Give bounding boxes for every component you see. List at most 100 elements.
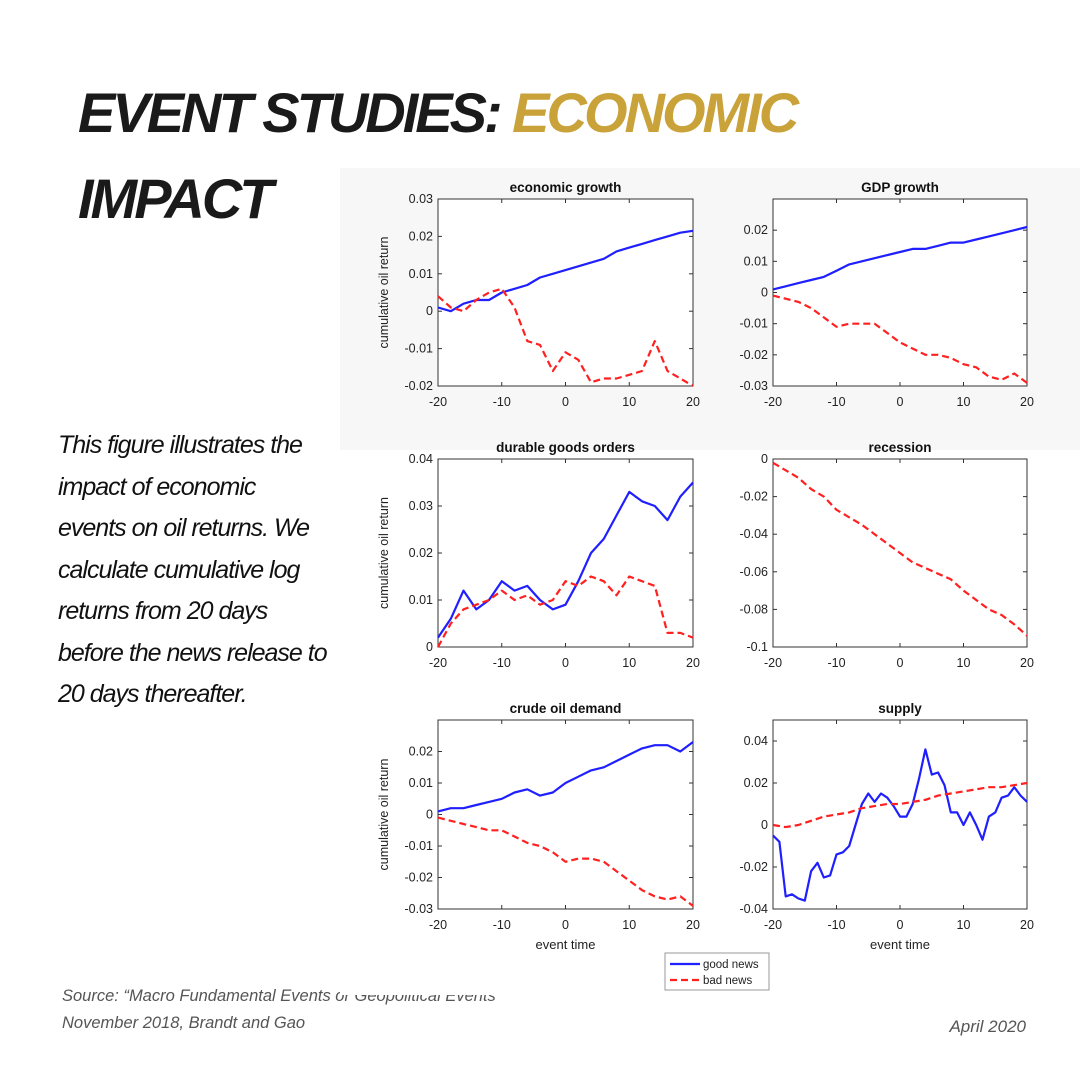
y-tick-label: -0.02	[405, 379, 434, 393]
x-tick-label: 20	[1020, 395, 1034, 409]
good-news-line	[772, 748, 1028, 902]
x-tick-label: -20	[429, 395, 447, 409]
y-tick-label: -0.02	[740, 348, 769, 362]
figure-description: This figure illustrates the impact of ec…	[58, 431, 328, 708]
y-tick-label: 0.02	[744, 776, 768, 790]
x-tick-label: -10	[827, 395, 845, 409]
y-tick-label: -0.08	[740, 602, 769, 616]
chart-title: crude oil demand	[510, 701, 622, 716]
bad-news-line	[437, 575, 694, 648]
bad-news-line	[772, 461, 1028, 637]
y-tick-label: 0.01	[744, 254, 768, 268]
y-tick-label: 0.02	[409, 546, 433, 560]
y-tick-label: 0	[426, 640, 433, 654]
y-tick-label: 0.02	[409, 229, 433, 243]
y-tick-label: -0.03	[740, 379, 769, 393]
y-tick-label: -0.03	[405, 902, 434, 916]
chart-title: durable goods orders	[496, 440, 635, 455]
chart-title: economic growth	[510, 180, 622, 195]
y-tick-label: -0.1	[746, 640, 768, 654]
x-tick-label: -20	[429, 656, 447, 670]
plot-area	[437, 198, 694, 387]
y-tick-label: 0	[426, 304, 433, 318]
y-tick-label: -0.02	[405, 871, 434, 885]
x-tick-label: -10	[493, 918, 511, 932]
x-tick-label: 20	[1020, 918, 1034, 932]
chart-panel: durable goods orders -20 -10 0 10 20 0 0.01 0.02…	[377, 440, 700, 670]
y-tick-label: 0.03	[409, 192, 433, 206]
y-tick-label: -0.01	[740, 317, 769, 331]
legend-bad-label: bad news	[703, 975, 752, 987]
chart-panel: recession -20 -10 0 10 20 -0.1 -0.08 -0.06 -0.04 -…	[740, 440, 1034, 670]
x-tick-label: 0	[562, 656, 569, 670]
y-tick-label: 0.02	[409, 745, 433, 759]
chart-panel: supply -20 -10 0 10 20 -0.04 -0.02 0 0.02 0.04 even…	[740, 701, 1034, 952]
x-tick-label: -20	[429, 918, 447, 932]
x-tick-label: -20	[764, 918, 782, 932]
source-line-2: November 2018, Brandt and Gao	[62, 1014, 306, 1032]
x-tick-label: 10	[957, 395, 971, 409]
y-tick-label: 0.02	[744, 223, 768, 237]
x-tick-label: 0	[897, 395, 904, 409]
x-tick-label: 10	[957, 656, 971, 670]
x-tick-label: -10	[827, 918, 845, 932]
x-tick-label: 10	[622, 656, 636, 670]
y-tick-label: -0.06	[740, 565, 769, 579]
chart-panel: GDP growth -20 -10 0 10 20 -0.03 -0.02 -0.01 0 0.0…	[740, 180, 1034, 409]
y-tick-label: 0.01	[409, 593, 433, 607]
bad-news-line	[437, 287, 694, 387]
y-tick-label: -0.02	[740, 860, 769, 874]
bad-news-line	[772, 294, 1028, 384]
plot-area	[437, 458, 694, 648]
plot-area	[772, 198, 1028, 387]
legend-good-label: good news	[703, 959, 759, 971]
x-axis-label: event time	[536, 937, 596, 952]
y-tick-label: -0.02	[740, 490, 769, 504]
x-tick-label: 10	[622, 918, 636, 932]
y-tick-label: 0	[761, 286, 768, 300]
legend-box: good news bad news	[664, 952, 770, 991]
chart-title: GDP growth	[861, 180, 939, 195]
chart-panel: crude oil demand -20 -10 0 10 20 -0.03 -0.02 -0.…	[377, 701, 700, 952]
x-tick-label: -20	[764, 656, 782, 670]
y-tick-label: 0	[761, 818, 768, 832]
x-tick-label: -10	[827, 656, 845, 670]
x-tick-label: 0	[562, 395, 569, 409]
x-tick-label: 20	[686, 918, 700, 932]
chart-title: supply	[878, 701, 922, 716]
good-news-line	[772, 225, 1028, 291]
y-tick-label: 0.03	[409, 499, 433, 513]
y-tick-label: 0.04	[744, 734, 768, 748]
x-tick-label: 20	[686, 656, 700, 670]
plot-area	[437, 719, 694, 910]
y-tick-label: 0	[761, 452, 768, 466]
y-tick-label: 0	[426, 808, 433, 822]
x-tick-label: -10	[493, 656, 511, 670]
y-tick-label: 0.01	[409, 776, 433, 790]
chart-title: recession	[868, 440, 931, 455]
x-tick-label: 0	[562, 918, 569, 932]
y-tick-label: -0.04	[740, 902, 769, 916]
good-news-line	[437, 741, 694, 813]
y-tick-label: -0.01	[405, 342, 434, 356]
y-axis-label: cumulative oil return	[377, 759, 391, 871]
x-tick-label: 0	[897, 656, 904, 670]
x-tick-label: 20	[1020, 656, 1034, 670]
publication-date: April 2020	[949, 1017, 1026, 1036]
y-tick-label: -0.04	[740, 527, 769, 541]
good-news-line	[437, 229, 694, 313]
x-axis-label: event time	[870, 937, 930, 952]
y-tick-label: 0.04	[409, 452, 433, 466]
x-tick-label: -10	[493, 395, 511, 409]
y-axis-label: cumulative oil return	[377, 237, 391, 349]
y-tick-label: 0.01	[409, 267, 433, 281]
x-tick-label: -20	[764, 395, 782, 409]
legend-frame	[664, 952, 770, 991]
x-tick-label: 20	[686, 395, 700, 409]
x-tick-label: 10	[957, 918, 971, 932]
bad-news-line	[437, 816, 694, 907]
chart-panel: economic growth -20 -10 0 10 20 -0.02 -0.01 0 0.0…	[377, 180, 700, 409]
x-tick-label: 10	[622, 395, 636, 409]
x-tick-label: 0	[897, 918, 904, 932]
